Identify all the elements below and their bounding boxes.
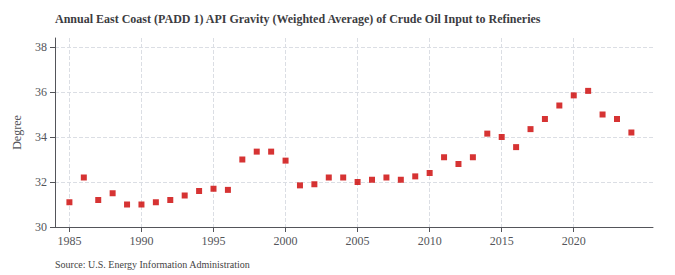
svg-text:38: 38 (35, 40, 47, 54)
svg-text:32: 32 (35, 175, 47, 189)
svg-text:2015: 2015 (490, 234, 514, 248)
svg-text:2000: 2000 (274, 234, 298, 248)
svg-text:Annual East Coast (PADD 1) API: Annual East Coast (PADD 1) API Gravity (… (55, 12, 541, 26)
svg-text:34: 34 (35, 130, 47, 144)
svg-text:2010: 2010 (418, 234, 442, 248)
svg-text:Source: U.S. Energy Informatio: Source: U.S. Energy Information Administ… (55, 259, 250, 270)
svg-text:2005: 2005 (346, 234, 370, 248)
svg-text:1990: 1990 (129, 234, 153, 248)
svg-text:36: 36 (35, 85, 47, 99)
svg-text:2020: 2020 (562, 234, 586, 248)
svg-text:30: 30 (35, 220, 47, 234)
svg-text:Degree: Degree (10, 115, 24, 150)
svg-text:1985: 1985 (57, 234, 81, 248)
svg-text:1995: 1995 (202, 234, 226, 248)
